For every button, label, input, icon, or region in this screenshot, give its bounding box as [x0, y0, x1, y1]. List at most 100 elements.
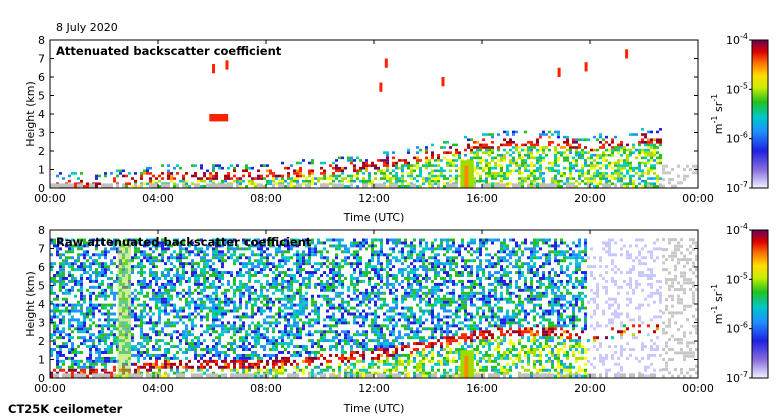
signal-cell [602, 153, 605, 157]
signal-cell [230, 345, 233, 349]
signal-cell [197, 282, 200, 286]
signal-cell [401, 250, 404, 254]
signal-cell [215, 291, 218, 295]
signal-cell [362, 318, 365, 322]
signal-cell [599, 172, 602, 175]
signal-cell [356, 259, 359, 263]
signal-cell [305, 350, 308, 354]
signal-cell [437, 169, 440, 173]
signal-cell [365, 161, 368, 165]
signal-cell [182, 306, 185, 310]
signal-cell [410, 321, 413, 325]
signal-cell [305, 179, 308, 183]
signal-cell [89, 362, 92, 366]
signal-cell [428, 172, 431, 175]
signal-cell [266, 336, 269, 340]
signal-cell [365, 241, 368, 245]
signal-cell [551, 161, 554, 165]
signal-cell [212, 327, 215, 331]
signal-cell [122, 169, 125, 173]
aerosol-layer [584, 62, 588, 72]
signal-cell [215, 324, 218, 328]
signal-cell [653, 138, 656, 142]
signal-cell [377, 342, 380, 346]
signal-cell [257, 279, 260, 283]
surface-cell [197, 373, 200, 378]
signal-cell [395, 353, 398, 357]
signal-cell [329, 327, 332, 331]
signal-cell [590, 148, 593, 152]
signal-cell [374, 294, 377, 298]
signal-cell [263, 164, 266, 167]
surface-cell [209, 183, 212, 188]
signal-cell [356, 315, 359, 319]
signal-cell [341, 348, 344, 351]
signal-cell [593, 159, 596, 162]
signal-cell [380, 297, 383, 301]
signal-cell [338, 371, 341, 375]
signal-cell [143, 333, 146, 337]
signal-cell [104, 256, 107, 260]
signal-cell [50, 336, 53, 340]
signal-cell [107, 324, 110, 328]
signal-cell [440, 172, 443, 175]
signal-cell [431, 306, 434, 310]
signal-cell [272, 256, 275, 260]
surface-cell [242, 373, 245, 378]
signal-cell [368, 182, 371, 186]
signal-cell [284, 303, 287, 307]
signal-cell [203, 348, 206, 351]
signal-cell [230, 164, 233, 167]
signal-cell [194, 348, 197, 351]
signal-cell [614, 164, 617, 167]
signal-cell [335, 374, 338, 378]
signal-cell [239, 274, 242, 277]
signal-cell [362, 279, 365, 283]
signal-cell [323, 285, 326, 289]
surface-cell [98, 373, 101, 378]
signal-cell [218, 339, 221, 343]
signal-cell [50, 276, 53, 280]
signal-cell [308, 179, 311, 183]
signal-cell [341, 172, 344, 175]
surface-cell [569, 183, 572, 188]
signal-cell [137, 348, 140, 351]
signal-cell [239, 256, 242, 260]
signal-cell [407, 276, 410, 280]
signal-cell [290, 297, 293, 301]
signal-cell [257, 294, 260, 298]
signal-cell [68, 271, 71, 275]
signal-cell [179, 315, 182, 319]
signal-cell [287, 288, 290, 292]
signal-cell [497, 164, 500, 167]
signal-cell [80, 327, 83, 331]
signal-cell [452, 177, 455, 180]
signal-cell [113, 262, 116, 266]
signal-cell [353, 291, 356, 295]
signal-cell [248, 274, 251, 277]
signal-cell [320, 172, 323, 175]
signal-cell [302, 345, 305, 349]
signal-cell [386, 359, 389, 363]
signal-cell [329, 244, 332, 248]
signal-cell [113, 318, 116, 322]
signal-cell [293, 294, 296, 298]
signal-cell [152, 291, 155, 295]
signal-cell [194, 268, 197, 272]
signal-cell [353, 333, 356, 337]
signal-cell [419, 285, 422, 289]
signal-cell [50, 315, 53, 319]
signal-cell [410, 262, 413, 266]
signal-cell [335, 353, 338, 357]
signal-cell [329, 324, 332, 328]
surface-cell [371, 183, 374, 188]
signal-cell [329, 177, 332, 180]
signal-cell [569, 166, 572, 170]
signal-cell [503, 156, 506, 160]
signal-cell [185, 303, 188, 307]
signal-cell [251, 306, 254, 310]
signal-cell [644, 133, 647, 136]
signal-cell [656, 156, 659, 160]
signal-cell [98, 282, 101, 286]
signal-cell [407, 182, 410, 186]
